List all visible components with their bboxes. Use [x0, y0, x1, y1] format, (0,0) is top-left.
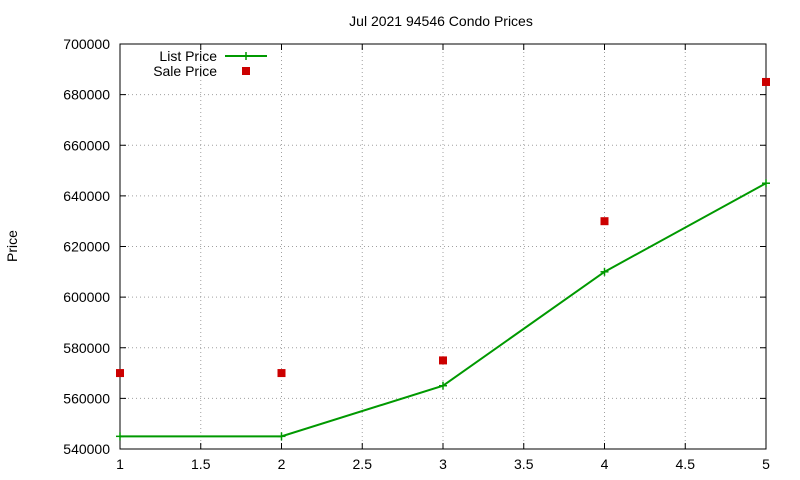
plot-border — [119, 43, 767, 450]
tick-labels: 1 1.5 2 2.5 3 3.5 4 4.5 5 540000 560000 580000 60000… — [63, 36, 770, 472]
y-tick-label: 580000 — [63, 340, 110, 356]
y-tick-label: 680000 — [63, 87, 110, 103]
x-tick-label: 4.5 — [676, 456, 696, 472]
x-tick-label: 2 — [278, 456, 286, 472]
x-tick-label: 3.5 — [514, 456, 534, 472]
list-price-point — [439, 381, 447, 390]
list-price-point — [116, 432, 124, 441]
sale-price-point — [277, 369, 286, 378]
legend-list-price-marker — [242, 52, 250, 60]
data-series — [116, 77, 770, 441]
y-axis-label: Price — [4, 230, 20, 262]
x-tick-label: 3 — [439, 456, 447, 472]
y-tick-label: 620000 — [63, 239, 110, 255]
y-tick-label: 640000 — [63, 188, 110, 204]
y-tick-label: 600000 — [63, 289, 110, 305]
legend-list-price-label: List Price — [159, 48, 217, 64]
y-tick-label: 560000 — [63, 390, 110, 406]
x-tick-label: 5 — [762, 456, 770, 472]
legend-sale-price-label: Sale Price — [153, 63, 217, 79]
axes — [119, 43, 767, 450]
sale-price-point — [439, 356, 447, 365]
y-tick-label: 660000 — [63, 137, 110, 153]
list-price-point — [762, 179, 770, 188]
x-tick-label: 4 — [601, 456, 609, 472]
list-price-point — [600, 267, 609, 276]
x-tick-label: 1.5 — [191, 456, 211, 472]
list-price-point — [277, 432, 286, 441]
y-tick-label: 540000 — [63, 441, 110, 457]
chart-title: Jul 2021 94546 Condo Prices — [349, 13, 533, 29]
sale-price-point — [116, 369, 124, 378]
sale-price-point — [762, 77, 770, 86]
y-tick-label: 700000 — [63, 36, 110, 52]
x-tick-label: 2.5 — [353, 456, 373, 472]
legend-sale-price-swatch — [242, 67, 250, 75]
x-tick-label: 1 — [116, 456, 124, 472]
sale-price-point — [600, 217, 609, 226]
